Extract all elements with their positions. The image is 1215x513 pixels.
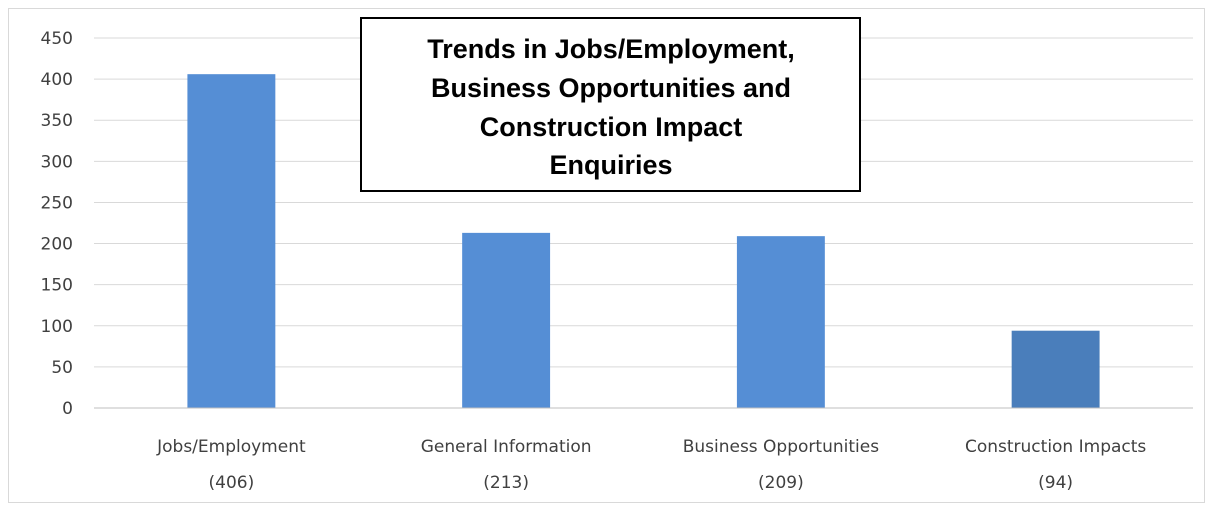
x-category-label: Business Opportunities — [683, 437, 880, 457]
chart-title-line-2: Business Opportunities and — [431, 73, 791, 103]
bar — [736, 236, 825, 408]
y-tick-label: 300 — [41, 152, 73, 172]
x-category-label: (213) — [483, 473, 529, 493]
chart-title-line-4: Enquiries — [549, 150, 672, 180]
bar — [187, 74, 276, 408]
chart-title-border — [360, 17, 861, 192]
y-tick-label: 150 — [41, 276, 73, 296]
chart-title-line-1: Trends in Jobs/Employment, — [427, 34, 795, 64]
y-tick-label: 400 — [41, 70, 73, 90]
y-tick-label: 200 — [41, 235, 73, 255]
chart-title-line-3: Construction Impact — [480, 112, 743, 142]
chart-title-box: Trends in Jobs/Employment, Business Oppo… — [360, 17, 861, 192]
bar — [1011, 330, 1100, 408]
y-tick-label: 250 — [41, 193, 73, 213]
y-tick-label: 100 — [41, 317, 73, 337]
x-category-label: Jobs/Employment — [156, 437, 306, 457]
y-tick-label: 450 — [41, 29, 73, 49]
y-tick-label: 0 — [62, 399, 73, 419]
bar — [462, 232, 551, 408]
x-category-label: (209) — [758, 473, 804, 493]
x-category-label: (94) — [1038, 473, 1073, 493]
x-category-label: General Information — [421, 437, 592, 457]
x-category-label: (406) — [209, 473, 255, 493]
category-labels: Jobs/Employment (406) General Information (… — [156, 437, 1146, 493]
bars — [187, 74, 1100, 408]
x-category-label: Construction Impacts — [965, 437, 1146, 457]
y-tick-label: 350 — [41, 111, 73, 131]
y-axis-tick-labels: 0 50 100 150 200 250 300 350 400 450 — [41, 29, 73, 419]
y-tick-label: 50 — [51, 358, 73, 378]
